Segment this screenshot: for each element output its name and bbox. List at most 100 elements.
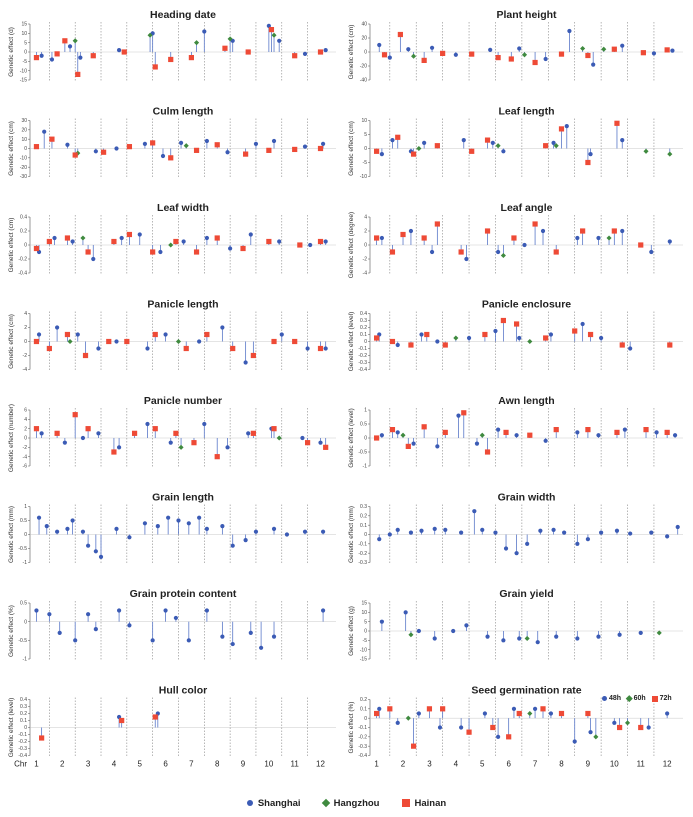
point-hainan (214, 235, 220, 241)
point-shanghai (186, 638, 191, 643)
chromosome-label: 4 (112, 760, 117, 769)
point-shanghai (564, 124, 569, 129)
point-shanghai (543, 56, 548, 62)
point-shanghai (535, 640, 540, 645)
point-hainan (527, 432, 533, 438)
point-shanghai (543, 438, 548, 443)
point-hainan (500, 317, 506, 324)
point-shanghai (42, 129, 47, 134)
point-shanghai (387, 532, 392, 537)
point-shanghai (406, 47, 411, 52)
time-legend-72h: 72h (651, 695, 672, 702)
panel-title: Grain length (152, 492, 214, 504)
point-48h (511, 706, 517, 711)
point-hainan (72, 152, 78, 158)
point-shanghai (78, 55, 83, 60)
point-72h (410, 743, 417, 749)
point-hainan (614, 120, 620, 126)
point-shanghai (181, 239, 186, 244)
y-tick-label: -0.2 (358, 353, 367, 359)
chromosome-label: 9 (586, 760, 591, 769)
point-60h (527, 710, 533, 717)
point-hainan (482, 331, 488, 338)
point-hainan (230, 345, 236, 352)
point-shanghai (158, 249, 163, 255)
point-48h (459, 725, 464, 730)
square-marker-icon (401, 799, 410, 807)
point-shanghai (517, 636, 522, 641)
legend-label: Hainan (414, 797, 447, 809)
chromosome-label: 1 (34, 760, 39, 769)
y-tick-label: 10 (21, 31, 27, 37)
point-shanghai (67, 44, 73, 49)
point-shanghai (225, 445, 230, 450)
point-shanghai (75, 332, 80, 337)
y-tick-label: -6 (23, 464, 28, 470)
point-shanghai (36, 515, 42, 520)
point-hainan (495, 55, 501, 61)
point-hainan (374, 435, 380, 441)
y-tick-label: 0.2 (360, 325, 367, 331)
point-hainan (400, 231, 406, 238)
point-shanghai (453, 52, 458, 57)
point-hainan (304, 440, 311, 446)
point-48h (588, 730, 593, 735)
point-shanghai (302, 529, 308, 534)
point-shanghai (323, 346, 328, 351)
point-48h (548, 711, 554, 716)
point-hainan (124, 338, 130, 345)
point-shanghai (408, 530, 414, 535)
point-hainan (85, 249, 91, 255)
point-shanghai (395, 430, 400, 435)
point-hainan (111, 449, 117, 455)
point-hainan (580, 228, 586, 234)
point-48h (377, 706, 382, 711)
point-hainan (64, 331, 71, 338)
y-tick-label: 2 (24, 426, 27, 432)
y-axis-label: Genetic effect (cm) (348, 121, 355, 176)
point-hainan (119, 717, 125, 724)
y-tick-label: 0 (24, 243, 27, 249)
point-hainan (245, 49, 251, 55)
y-tick-label: 1 (364, 408, 367, 414)
y-tick-label: 20 (21, 128, 27, 134)
panel-title: Panicle number (144, 395, 222, 407)
y-tick-label: -10 (360, 647, 367, 653)
y-axis-label: Genetic effect (level) (348, 408, 355, 468)
y-tick-label: -10 (20, 68, 27, 74)
point-48h (437, 725, 443, 730)
point-shanghai (395, 342, 400, 348)
point-shanghai (432, 636, 437, 641)
point-hainan (558, 126, 565, 132)
location-legend: Shanghai Hangzhou Hainan (0, 794, 693, 812)
point-shanghai (554, 634, 559, 639)
point-48h (612, 720, 617, 725)
point-shanghai (320, 529, 326, 534)
point-shanghai (44, 524, 49, 529)
point-shanghai (204, 138, 209, 144)
point-hainan (572, 328, 578, 334)
y-tick-label: -15 (360, 657, 367, 663)
point-shanghai (575, 430, 580, 435)
point-hainan (421, 424, 427, 430)
y-tick-label: 0.5 (360, 422, 367, 428)
y-tick-label: 0.4 (20, 697, 27, 703)
y-axis-label: Genetic effect (cm) (8, 121, 15, 176)
y-tick-label: 10 (361, 118, 367, 124)
point-shanghai (70, 518, 75, 523)
y-tick-label: -0.2 (358, 551, 367, 557)
y-tick-label: 4 (24, 311, 27, 317)
panel-title: Grain yield (499, 588, 553, 600)
point-shanghai (379, 433, 384, 438)
point-shanghai (638, 630, 643, 635)
point-hainan (458, 249, 464, 255)
y-tick-label: 0.3 (20, 704, 27, 710)
point-hainan (150, 249, 156, 255)
y-tick-label: -5 (363, 160, 368, 166)
y-axis-label: Genetic effect (level) (348, 312, 355, 372)
point-shanghai (34, 608, 39, 613)
legend-label: Shanghai (257, 797, 301, 809)
point-hangzhou (271, 32, 277, 38)
point-hainan (33, 55, 40, 61)
